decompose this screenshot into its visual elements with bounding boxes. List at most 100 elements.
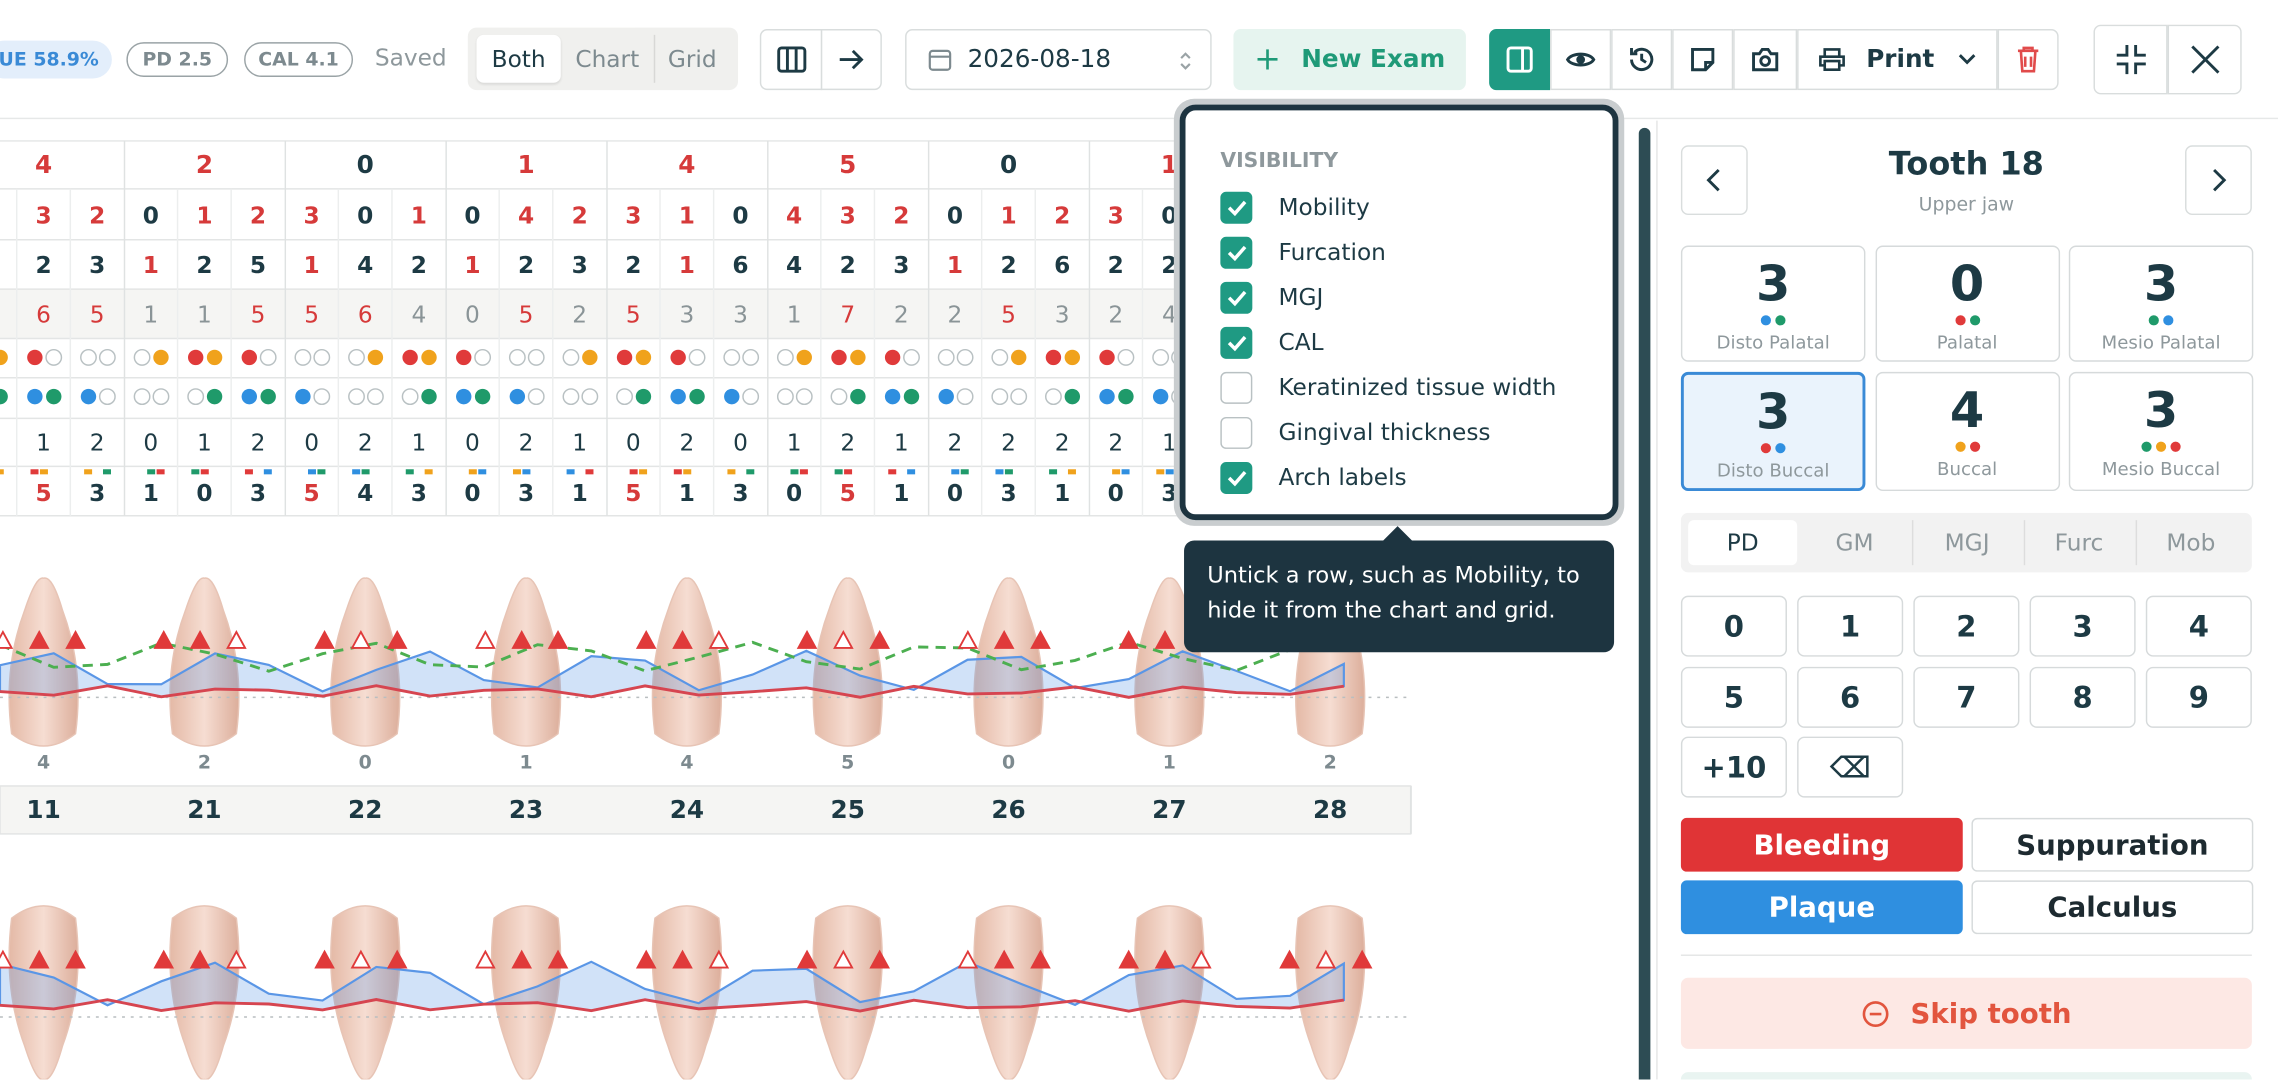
indicator-dot [635, 349, 652, 366]
measure-tab[interactable]: GM [1835, 528, 1874, 557]
indicator-dot [527, 348, 545, 366]
checkbox[interactable] [1220, 236, 1253, 269]
indicator-bar [352, 469, 361, 475]
grid-cell: 1 [411, 203, 427, 230]
site-card[interactable]: 3 Mesio Buccal [2068, 371, 2254, 492]
check-icon [1227, 245, 1247, 262]
site-label: Disto Palatal [1716, 331, 1830, 354]
keypad-key[interactable]: 9 [2145, 666, 2252, 728]
grid-cell: 2 [1161, 252, 1177, 279]
view-option[interactable]: Both [476, 34, 561, 83]
furcation-mark [796, 949, 818, 969]
indicator-dot [421, 388, 437, 405]
grid-cell: 2 [625, 252, 641, 279]
grid-cell: 0 [464, 480, 480, 507]
view-option[interactable]: Chart [575, 45, 640, 73]
keypad-key[interactable]: 0 [1680, 595, 1787, 657]
site-value: 4 [1949, 382, 1985, 441]
indicator-bar [585, 469, 594, 475]
site-card[interactable]: 3 Mesio Palatal [2068, 245, 2254, 362]
visibility-button[interactable] [1550, 29, 1612, 91]
prev-tooth[interactable] [1680, 145, 1748, 216]
indicator-bar [478, 469, 487, 475]
grid-cell: 5 [1001, 302, 1016, 329]
indicator-dot [508, 348, 526, 366]
panel-toggle[interactable] [1489, 29, 1551, 91]
flag-button[interactable]: Plaque [1680, 880, 1963, 935]
grid-cell: 2 [893, 203, 909, 230]
grid-cell: 3 [1161, 480, 1177, 507]
grid-cell: 3 [35, 203, 51, 230]
icon [2213, 168, 2227, 192]
grid-cell: 5 [304, 302, 319, 329]
measure-tab[interactable]: Furc [2023, 520, 2133, 566]
keypad-key[interactable]: 4 [2145, 595, 2252, 657]
furcation-mark [1279, 949, 1300, 969]
site-card[interactable]: 0 Palatal [1874, 245, 2060, 362]
site-card[interactable]: 3 Disto Palatal [1680, 245, 1866, 362]
checkbox[interactable] [1220, 326, 1253, 359]
furcation-mark [314, 949, 335, 969]
camera-button[interactable] [1733, 29, 1798, 91]
delete-button[interactable] [1997, 29, 2059, 91]
grid-cell: 2 [90, 429, 105, 456]
grid-cell: 1 [679, 480, 695, 507]
keypad-key[interactable]: 5 [1680, 666, 1787, 728]
indicator-dot [830, 388, 848, 406]
keypad-key[interactable]: 3 [2029, 595, 2136, 657]
keypad-key[interactable]: 6 [1797, 666, 1904, 728]
skip-tooth-button[interactable]: Skip tooth [1680, 977, 2252, 1049]
grid-cell: 5 [304, 480, 320, 507]
toolbar: UE 58.9% PD 2.5 CAL 4.1 Saved Both Chart… [0, 0, 2278, 120]
measure-tab[interactable]: Mob [2135, 520, 2245, 566]
check-icon [1227, 290, 1247, 307]
site-card[interactable]: 4 Buccal [1874, 371, 2060, 492]
furcation-mark [65, 630, 86, 649]
collapse-button[interactable] [2093, 24, 2168, 95]
keypad-key[interactable]: 8 [2029, 666, 2136, 728]
furcation-mark [28, 949, 50, 969]
visibility-popover: VISIBILITY Mobility Furcation MGJ CAL Kerati… [1179, 104, 1619, 521]
furcation-mark [189, 949, 211, 969]
indicator-dot [456, 388, 472, 405]
indicator-dot [562, 348, 580, 366]
checkbox[interactable] [1220, 371, 1253, 404]
checkbox[interactable] [1220, 461, 1253, 494]
flag-button[interactable]: Calculus [1971, 880, 2254, 935]
measure-tab[interactable]: MGJ [1911, 520, 2021, 566]
grid-cell: 2 [196, 150, 213, 179]
note-button[interactable] [1672, 29, 1734, 91]
flag-button[interactable]: Suppuration [1971, 817, 2254, 872]
close-button[interactable] [2167, 24, 2242, 95]
keypad-key[interactable]: 2 [1913, 595, 2020, 657]
tooth-number: 26 [991, 795, 1025, 824]
furcation-mark [0, 949, 14, 969]
icon [2017, 46, 2039, 73]
history-button[interactable] [1611, 29, 1673, 91]
grid-cell: 1 [197, 429, 212, 456]
indicator-dot [260, 388, 276, 405]
grid-cell: 1 [1054, 480, 1070, 507]
view-option[interactable]: Grid [653, 34, 730, 83]
measure-tab[interactable]: PD [1688, 520, 1798, 566]
keypad-key[interactable]: 7 [1913, 666, 2020, 728]
site-dot [2155, 441, 2167, 452]
checkbox[interactable] [1220, 416, 1253, 449]
keypad-key[interactable]: +10 [1680, 736, 1787, 798]
icon [1862, 1000, 1889, 1027]
next-tooth[interactable] [2185, 145, 2252, 216]
new-exam-button[interactable]: + New Exam [1233, 29, 1466, 91]
keypad-key[interactable]: 1 [1797, 595, 1904, 657]
date-picker[interactable]: 2026-08-18 [905, 29, 1212, 91]
print-button[interactable]: Print [1797, 29, 1998, 91]
next-button[interactable] [820, 29, 882, 91]
checkbox[interactable] [1220, 281, 1253, 314]
indicator-dot [831, 349, 847, 366]
scrollbar[interactable] [1638, 127, 1651, 1080]
flag-button[interactable]: Bleeding [1680, 817, 1963, 872]
checkbox[interactable] [1220, 191, 1253, 224]
columns-button[interactable] [759, 29, 823, 91]
indicator-dot [1152, 388, 1169, 405]
keypad-key[interactable]: ⌫ [1797, 736, 1904, 798]
site-card[interactable]: 3 Disto Buccal [1680, 371, 1866, 492]
